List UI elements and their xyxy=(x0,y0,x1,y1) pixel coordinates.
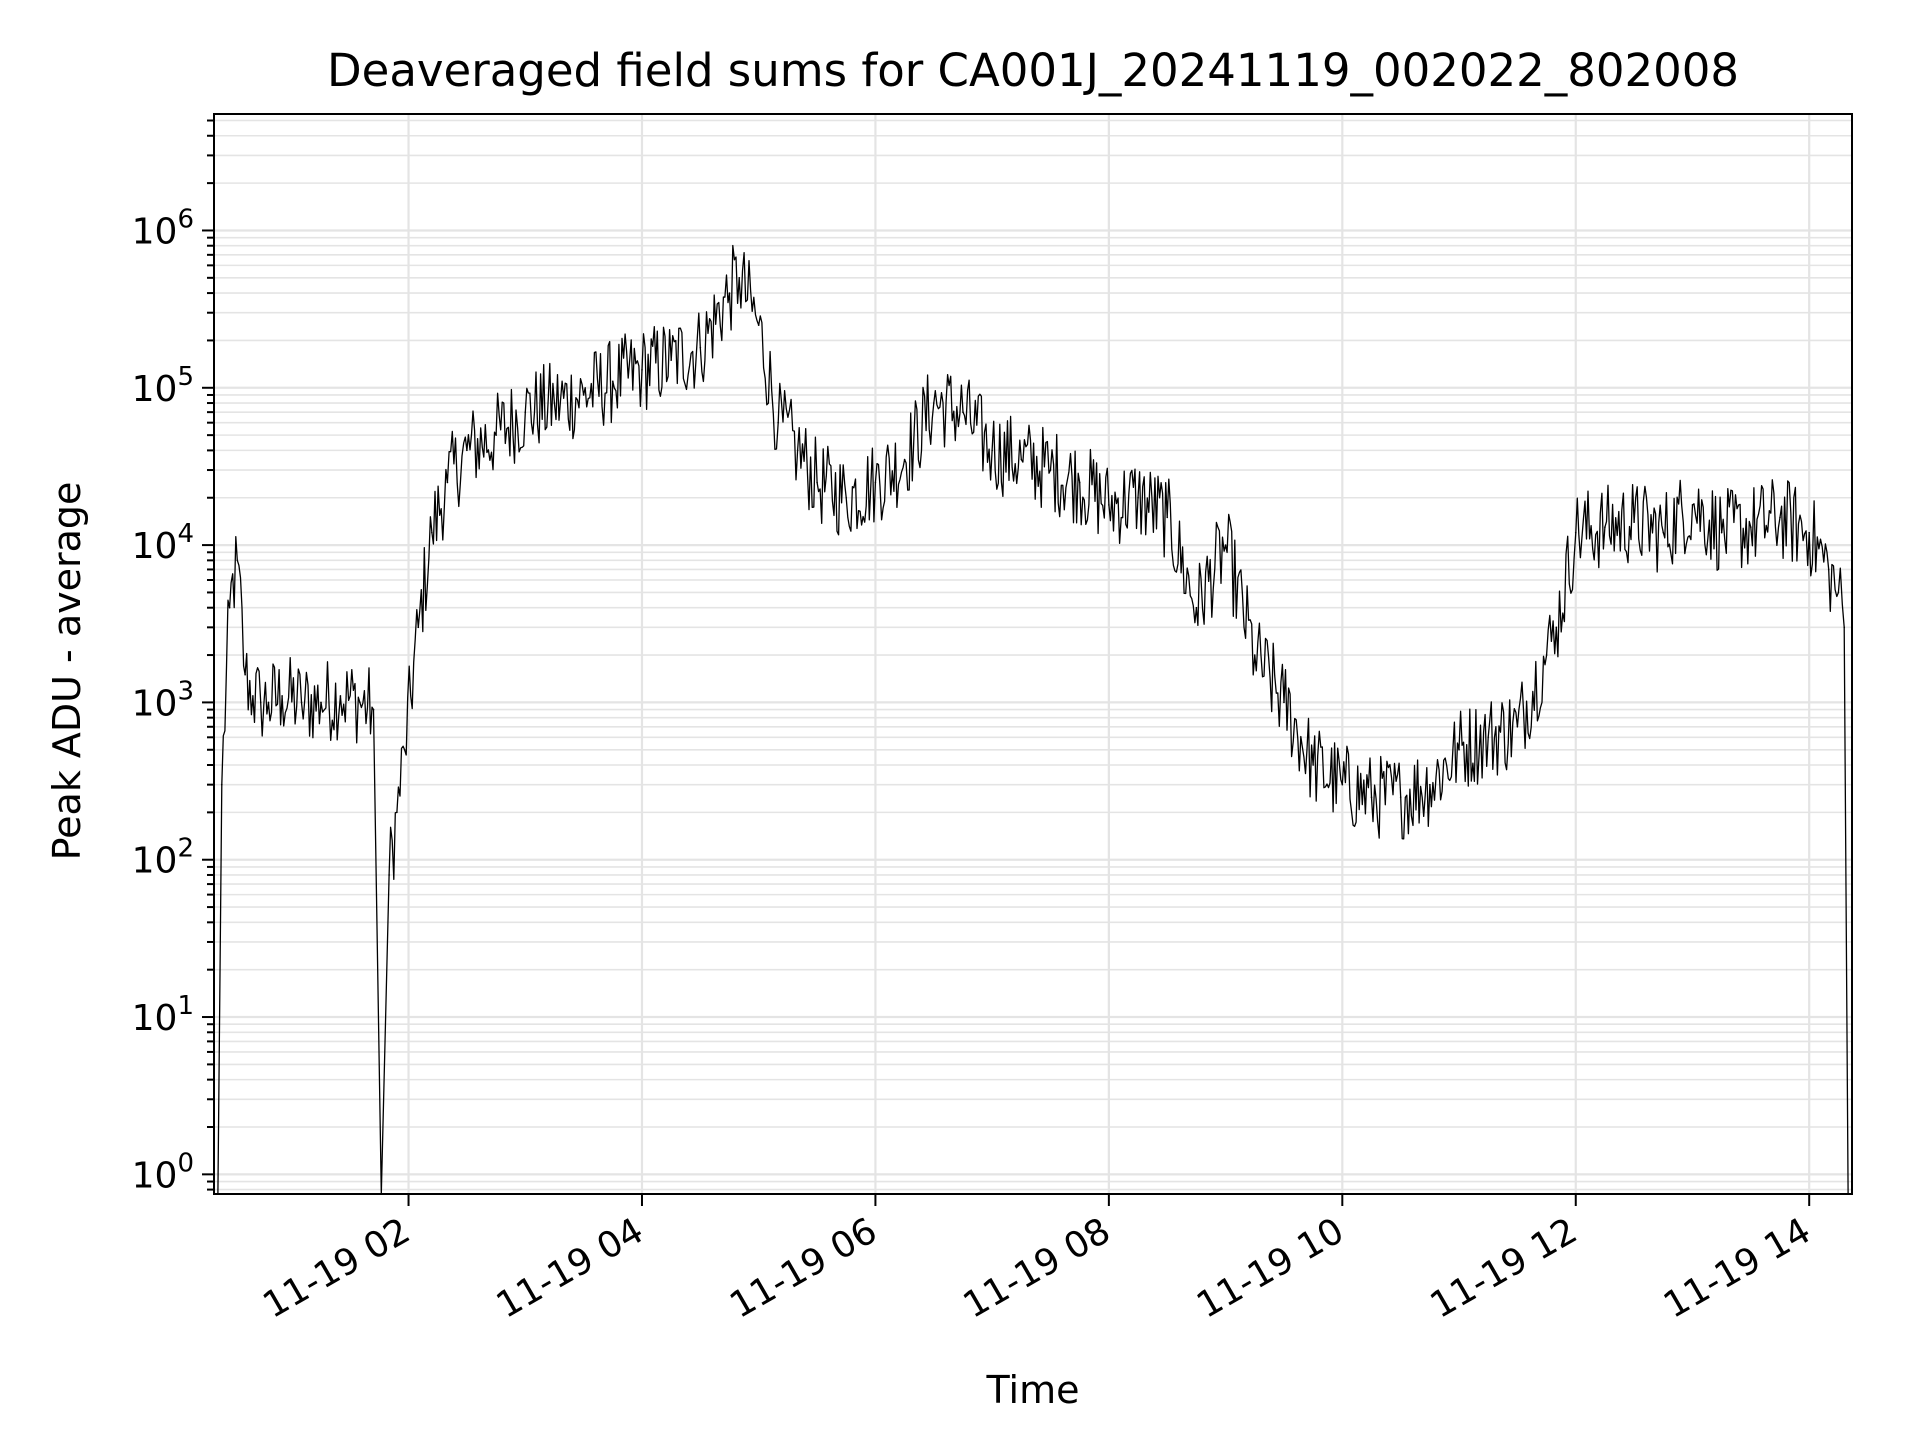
data-point xyxy=(1837,591,1840,594)
data-point xyxy=(320,701,322,704)
data-point xyxy=(252,695,254,697)
data-point xyxy=(495,434,497,436)
data-point xyxy=(1166,516,1169,519)
y-tick-label: 103 xyxy=(132,676,194,724)
data-point xyxy=(1078,481,1081,484)
data-point xyxy=(236,559,239,562)
data-point xyxy=(757,324,760,326)
y-tick-label: 102 xyxy=(132,834,194,882)
series-line xyxy=(217,244,1849,1195)
data-point xyxy=(932,402,935,404)
data-point xyxy=(1843,626,1846,629)
data-point xyxy=(1750,526,1752,528)
data-point xyxy=(1516,725,1519,728)
data-point xyxy=(281,695,283,697)
data-point xyxy=(1312,764,1314,766)
data-point xyxy=(845,496,848,499)
data-point xyxy=(816,481,818,484)
data-point xyxy=(991,449,993,452)
data-point xyxy=(1020,458,1023,461)
data-point xyxy=(1224,544,1227,546)
data-point xyxy=(388,874,390,876)
data-point xyxy=(903,458,906,461)
data-point xyxy=(1691,504,1694,506)
data-point xyxy=(728,292,731,294)
x-tick-label: 11-19 12 xyxy=(1424,1210,1585,1326)
data-point xyxy=(670,359,672,361)
data-point xyxy=(699,346,702,349)
y-tick-label: 104 xyxy=(132,519,194,567)
chart-title: Deaveraged field sums for CA001J_2024111… xyxy=(327,44,1739,97)
y-axis-label: Peak ADU - average xyxy=(45,482,89,861)
grid xyxy=(214,114,1852,1194)
x-tick-label: 11-19 06 xyxy=(723,1210,884,1326)
data-point xyxy=(1370,796,1373,798)
ticks: 100 101 102 103 104 105 106 11-19 02 11-19 04 11-… xyxy=(132,119,1818,1327)
data-point xyxy=(1720,531,1723,534)
data-point xyxy=(267,701,270,704)
x-tick-label: 11-19 10 xyxy=(1190,1210,1351,1326)
x-tick-label: 11-19 02 xyxy=(256,1210,417,1326)
data-point xyxy=(1253,654,1256,656)
y-tick-label: 101 xyxy=(132,991,194,1039)
data-point xyxy=(1633,521,1635,523)
data-point xyxy=(1137,496,1139,499)
data-point xyxy=(228,606,231,609)
data-point xyxy=(1195,606,1198,609)
data-point xyxy=(259,701,262,704)
data-point xyxy=(796,449,799,452)
data-point xyxy=(641,369,643,371)
data-point xyxy=(431,531,433,534)
data-point xyxy=(777,421,779,424)
data-point xyxy=(738,277,741,279)
data-point xyxy=(582,394,585,396)
data-point xyxy=(466,449,468,452)
data-point xyxy=(1399,796,1402,798)
plot-frame xyxy=(213,113,1853,1195)
data-point xyxy=(300,701,303,704)
data-point xyxy=(1662,531,1665,534)
data-point xyxy=(403,748,406,751)
data-point xyxy=(1429,783,1431,786)
data-point xyxy=(1283,701,1285,704)
data-point xyxy=(1827,568,1830,571)
data-point xyxy=(1779,516,1781,519)
data-point xyxy=(1555,626,1558,629)
data-point xyxy=(1458,748,1460,751)
x-tick-label: 11-19 04 xyxy=(490,1210,651,1326)
data-point xyxy=(1574,531,1577,534)
data-point xyxy=(524,411,527,413)
data-point xyxy=(417,626,420,629)
data-point xyxy=(1545,654,1548,656)
data-point xyxy=(1487,736,1490,739)
series-layer xyxy=(217,244,1849,1195)
data-point xyxy=(220,783,223,786)
data-point xyxy=(359,701,361,704)
data-point xyxy=(612,380,614,383)
x-tick-label: 11-19 08 xyxy=(957,1210,1118,1326)
data-point xyxy=(1049,469,1052,471)
data-point xyxy=(339,695,342,697)
y-tick-label: 100 xyxy=(132,1148,194,1196)
data-point xyxy=(372,708,375,711)
y-tick-label: 105 xyxy=(132,362,194,410)
data-point xyxy=(1341,783,1344,786)
data-point xyxy=(553,402,556,404)
data-point xyxy=(962,411,964,413)
data-point xyxy=(1808,531,1811,534)
data-point xyxy=(1604,526,1606,528)
data-point xyxy=(396,811,398,814)
x-tick-label: 11-19 14 xyxy=(1657,1210,1818,1326)
x-axis-label: Time xyxy=(986,1368,1080,1412)
data-point xyxy=(446,481,449,484)
y-tick-label: 106 xyxy=(132,204,194,252)
data-point xyxy=(244,673,246,676)
data-point xyxy=(874,481,877,484)
data-point xyxy=(1108,504,1110,506)
